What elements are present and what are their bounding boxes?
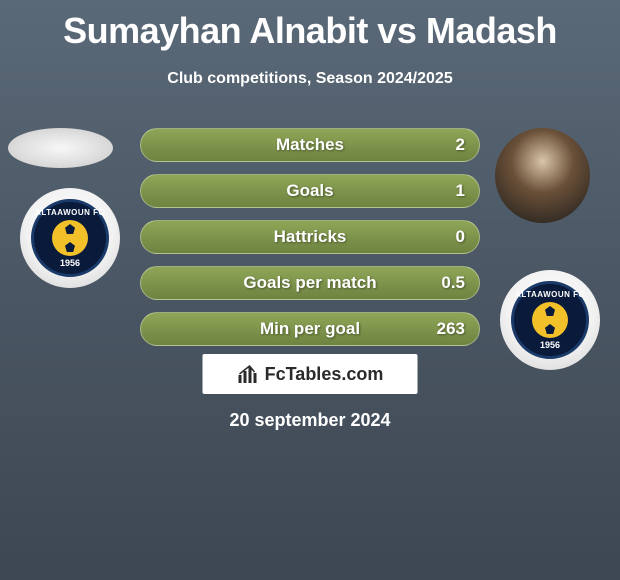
page-title: Sumayhan Alnabit vs Madash (0, 0, 620, 52)
stat-label: Matches (276, 135, 344, 155)
subtitle: Club competitions, Season 2024/2025 (0, 70, 620, 88)
stat-value: 1 (456, 181, 465, 201)
bar-chart-icon (237, 363, 259, 385)
stat-row: Hattricks 0 (0, 220, 620, 254)
stat-bar: Min per goal 263 (140, 312, 480, 346)
stat-value: 0 (456, 227, 465, 247)
stat-row: Goals per match 0.5 (0, 266, 620, 300)
stat-row: Matches 2 (0, 128, 620, 162)
stat-bar: Goals per match 0.5 (140, 266, 480, 300)
stat-label: Goals per match (243, 273, 376, 293)
stat-value: 2 (456, 135, 465, 155)
stat-label: Goals (286, 181, 333, 201)
date-text: 20 september 2024 (229, 410, 390, 431)
stat-label: Min per goal (260, 319, 360, 339)
stat-value: 263 (437, 319, 465, 339)
fctables-text: FcTables.com (265, 364, 384, 385)
badge-top-text: ALTAAWOUN FC (34, 208, 106, 217)
stat-bar: Goals 1 (140, 174, 480, 208)
fctables-badge: FcTables.com (203, 354, 418, 394)
stat-bar: Matches 2 (140, 128, 480, 162)
stat-label: Hattricks (274, 227, 347, 247)
stats-area: ALTAAWOUN FC 1956 ALTAAWOUN FC 1956 Matc… (0, 128, 620, 346)
stat-value: 0.5 (441, 273, 465, 293)
stat-row: Min per goal 263 (0, 312, 620, 346)
stat-bar: Hattricks 0 (140, 220, 480, 254)
stat-row: Goals 1 (0, 174, 620, 208)
